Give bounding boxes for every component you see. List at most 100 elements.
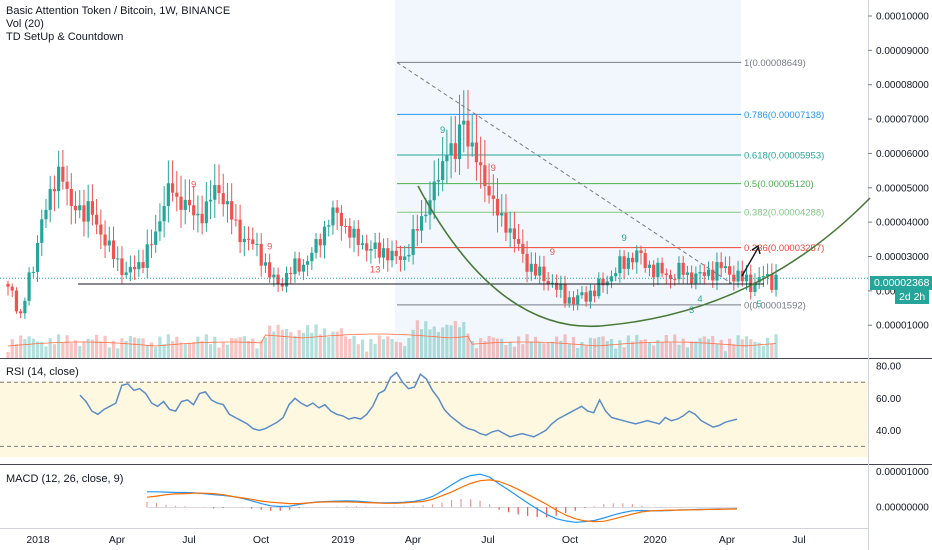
volume-bar xyxy=(356,344,360,358)
candle-body xyxy=(457,124,462,160)
volume-bar xyxy=(656,339,660,358)
volume-bar xyxy=(19,335,23,358)
volume-bar xyxy=(474,348,479,358)
volume-bar xyxy=(542,343,546,358)
candle-body xyxy=(609,276,614,282)
volume-bar xyxy=(381,339,386,358)
volume-bar xyxy=(567,344,571,358)
volume-bar xyxy=(99,341,103,358)
candle-body xyxy=(690,272,694,284)
td-count-mark: 4 xyxy=(697,294,702,305)
candle-body xyxy=(31,271,35,273)
candle-body xyxy=(268,262,272,278)
candle-body xyxy=(10,286,14,291)
volume-bar xyxy=(27,336,31,358)
candle-body xyxy=(327,225,331,227)
rsi-tick-label: 40.00 xyxy=(876,426,901,437)
volume-bar xyxy=(630,341,635,358)
volume-bar xyxy=(128,336,132,358)
rounded-bottom-arc xyxy=(417,185,871,327)
candle-body xyxy=(698,272,702,274)
candle-body xyxy=(314,239,318,253)
symbol-title[interactable]: Basic Attention Token / Bitcoin, 1W, BIN… xyxy=(6,5,231,17)
volume-bar xyxy=(192,342,196,358)
volume-bar xyxy=(242,336,246,358)
volume-bar xyxy=(664,334,668,358)
candle-body xyxy=(559,283,563,290)
volume-bar xyxy=(386,336,390,358)
volume-bar xyxy=(31,338,35,358)
candle-body xyxy=(470,142,474,147)
x-tick-label: Oct xyxy=(253,534,269,546)
volume-bar xyxy=(546,342,550,358)
candle-body xyxy=(335,207,339,213)
candle-body xyxy=(462,120,466,125)
volume-bar xyxy=(702,336,706,358)
candle-body xyxy=(584,292,588,302)
volume-bar xyxy=(318,334,322,358)
volume-bar xyxy=(698,338,702,358)
volume-bar xyxy=(154,347,158,358)
x-tick-label: Jul xyxy=(182,534,195,546)
candle-body xyxy=(647,264,652,268)
volume-bar xyxy=(175,336,179,358)
candle-body xyxy=(145,244,149,268)
volume-bar xyxy=(78,346,82,358)
candle-body xyxy=(280,283,284,287)
fib-level-label: 0.236(0.00003257) xyxy=(744,243,824,254)
volume-bar xyxy=(445,324,449,358)
macd-pane-label[interactable]: MACD (12, 26, close, 9) xyxy=(6,473,124,485)
candle-body xyxy=(158,221,162,232)
candle-body xyxy=(310,252,314,262)
volume-bar xyxy=(597,337,601,358)
td-count-mark: 9 xyxy=(267,241,272,252)
volume-bar xyxy=(310,332,314,358)
candle-body xyxy=(339,212,343,227)
candle-body xyxy=(356,228,360,245)
candle-body xyxy=(668,274,673,280)
candle-body xyxy=(213,185,217,200)
candle-body xyxy=(732,274,736,282)
x-tick-label: 2019 xyxy=(331,534,355,546)
candle-body xyxy=(44,209,48,220)
candle-body xyxy=(27,272,31,301)
candle-body xyxy=(728,266,732,275)
candle-body xyxy=(660,262,664,274)
candle-body xyxy=(744,274,749,282)
volume-bar xyxy=(263,337,268,358)
fib-level-label: 0.382(0.00004288) xyxy=(744,208,824,219)
candle-body xyxy=(187,199,192,206)
volume-bar xyxy=(170,341,175,358)
candle-body xyxy=(517,239,521,244)
candle-body xyxy=(331,207,335,226)
volume-bar xyxy=(479,338,483,358)
volume-bar xyxy=(609,338,614,358)
x-tick-label: Apr xyxy=(405,534,422,546)
volume-bar xyxy=(491,337,495,358)
volume-bar xyxy=(331,331,335,358)
volume-bar xyxy=(145,344,149,358)
candle-body xyxy=(449,143,453,155)
indicator-volume-label[interactable]: Vol (20) xyxy=(6,18,44,30)
volume-bar xyxy=(14,344,19,358)
candle-body xyxy=(52,189,57,192)
indicator-td-label[interactable]: TD SetUp & Countdown xyxy=(6,31,124,43)
rsi-pane-label[interactable]: RSI (14, close) xyxy=(6,366,79,378)
volume-bar xyxy=(390,338,394,358)
volume-bar xyxy=(774,334,778,358)
candle-body xyxy=(306,261,310,265)
volume-bar xyxy=(289,332,293,358)
candle-body xyxy=(398,256,403,260)
candle-body xyxy=(19,311,23,314)
volume-bar xyxy=(293,335,297,358)
candle-body xyxy=(95,214,99,225)
volume-bar xyxy=(259,340,263,358)
volume-bar xyxy=(740,339,744,358)
candle-body xyxy=(120,258,124,276)
candle-body xyxy=(483,165,487,187)
candle-body xyxy=(390,250,394,261)
candle-body xyxy=(170,183,175,193)
volume-bar xyxy=(57,334,61,358)
volume-bar xyxy=(723,351,727,358)
